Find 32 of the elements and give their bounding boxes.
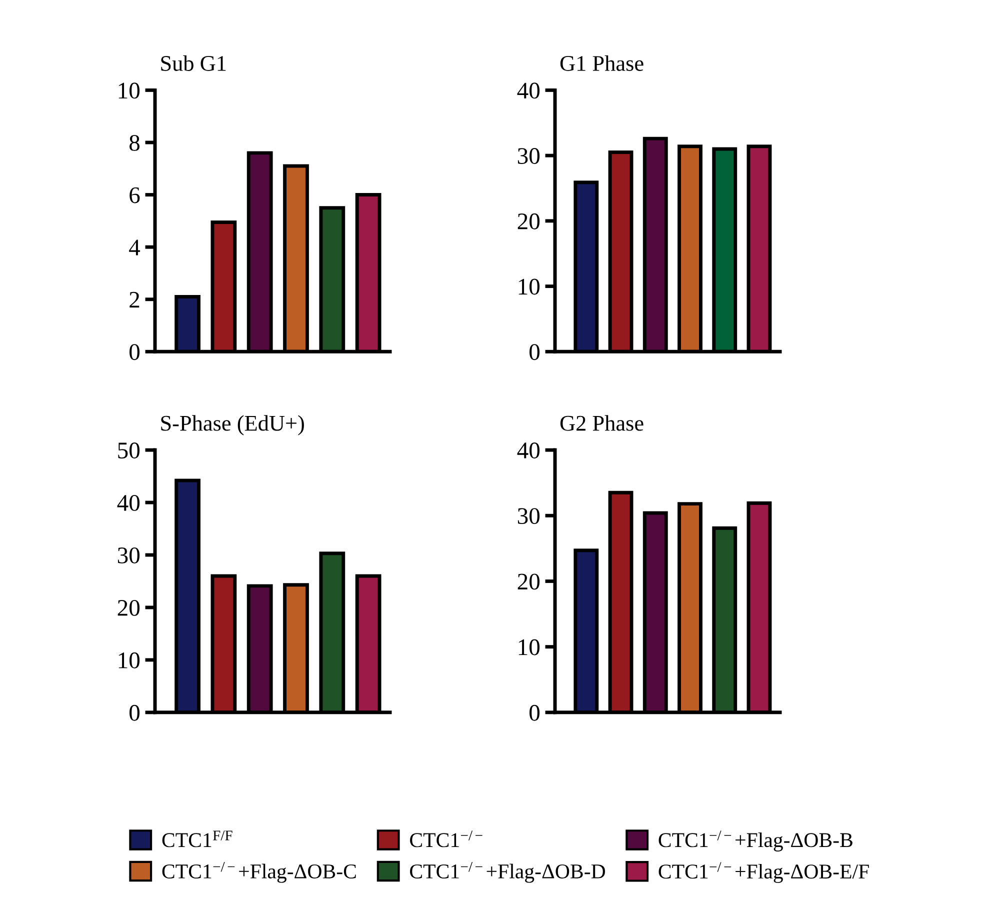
legend-label: CTC1$^{−/−}$+Flag-ΔOB-E/F bbox=[658, 862, 869, 883]
y-tick-label: 30 bbox=[518, 148, 540, 164]
y-tick-label: 20 bbox=[518, 574, 540, 590]
y-tick-label: 30 bbox=[118, 547, 140, 564]
y-tick-label: 0 bbox=[130, 704, 140, 721]
y-tick-label: 8 bbox=[130, 134, 140, 151]
y-tick-label: 30 bbox=[518, 508, 540, 524]
y-tick-label: 10 bbox=[118, 82, 140, 99]
chart-title: G2 Phase bbox=[560, 415, 644, 431]
y-tick-label: 40 bbox=[517, 82, 540, 99]
chart-title: G1 Phase bbox=[560, 55, 644, 71]
y-tick-label: 2 bbox=[130, 292, 140, 308]
chart-title: S-Phase (EdU+) bbox=[161, 415, 304, 436]
y-tick-label: 40 bbox=[517, 442, 540, 458]
y-tick-label: 6 bbox=[130, 187, 140, 204]
y-tick-label: 10 bbox=[518, 278, 540, 295]
y-tick-label: 20 bbox=[518, 213, 540, 230]
y-tick-label: 40 bbox=[117, 495, 140, 511]
y-tick-label: 0 bbox=[530, 704, 540, 721]
legend-label: CTC1$^{−/−}$+Flag-ΔOB-C bbox=[162, 862, 356, 883]
legend-label: CTC1$^{−/−}$+Flag-ΔOB-B bbox=[658, 830, 852, 852]
y-tick-label: 20 bbox=[118, 600, 140, 616]
y-tick-label: 0 bbox=[530, 344, 540, 360]
legend-label: CTC1$^{−/−}$ bbox=[410, 830, 482, 848]
y-tick-label: 50 bbox=[118, 442, 140, 458]
y-tick-label: 10 bbox=[518, 639, 540, 656]
legend-label: CTC1$^{F/F}$ bbox=[162, 830, 232, 848]
y-tick-label: 0 bbox=[130, 344, 140, 360]
chart-title: Sub G1 bbox=[161, 55, 226, 71]
y-tick-label: 10 bbox=[118, 652, 140, 668]
y-tick-label: 4 bbox=[129, 240, 140, 256]
legend-label: CTC1$^{−/−}$+Flag-ΔOB-D bbox=[410, 862, 605, 883]
